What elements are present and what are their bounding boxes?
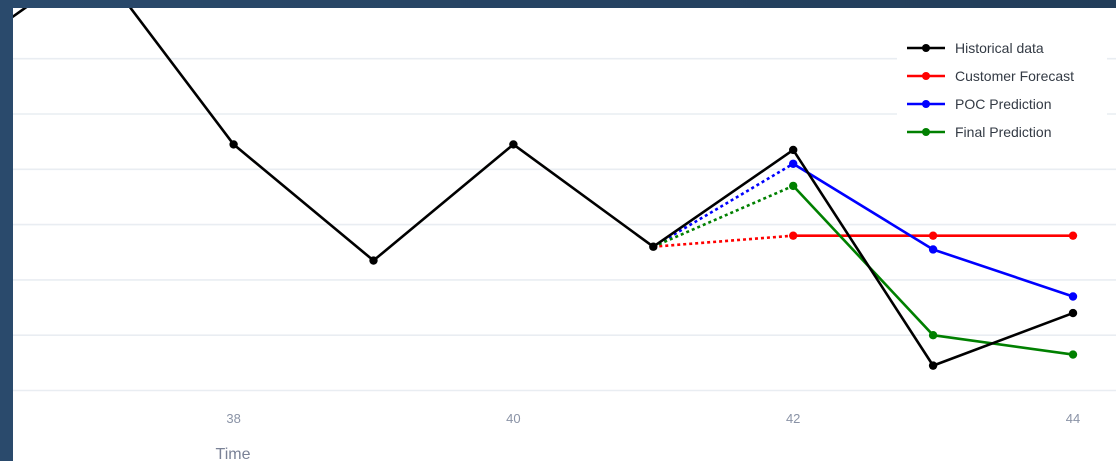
legend-swatch-marker xyxy=(922,128,930,136)
data-point-customer-forecast[interactable] xyxy=(1068,231,1078,240)
data-point-historical-data[interactable] xyxy=(509,140,518,149)
x-axis-ticks: 38 40 42 44 xyxy=(226,411,1080,426)
data-point-historical-data[interactable] xyxy=(229,140,238,149)
legend-background xyxy=(897,30,1107,154)
legend-item[interactable]: Historical data xyxy=(907,40,1044,56)
x-tick-label: 42 xyxy=(786,411,800,426)
dotted-connector-line xyxy=(652,162,794,248)
series-lines xyxy=(13,8,1078,370)
legend-label: POC Prediction xyxy=(955,96,1051,112)
legend-item[interactable]: Customer Forecast xyxy=(907,68,1074,84)
data-point-customer-forecast[interactable] xyxy=(928,231,938,240)
data-point-customer-forecast[interactable] xyxy=(789,231,798,240)
data-point-historical-data[interactable] xyxy=(649,242,658,251)
series-poc-prediction xyxy=(789,159,1078,301)
dotted-connector-line xyxy=(653,234,794,249)
legend-item[interactable]: Final Prediction xyxy=(907,124,1052,140)
legend-swatch-marker xyxy=(922,44,930,52)
line-chart: 38 40 42 44 Time Historical data Customer Fo… xyxy=(13,8,1116,461)
legend-swatch-marker xyxy=(922,100,930,108)
data-point-final-prediction[interactable] xyxy=(1068,350,1078,359)
data-point-historical-data[interactable] xyxy=(1068,308,1078,318)
legend-item[interactable]: POC Prediction xyxy=(907,96,1051,112)
x-tick-label: 38 xyxy=(226,411,240,426)
legend-label: Customer Forecast xyxy=(955,68,1074,84)
series-historical-data xyxy=(13,8,1078,370)
chart-panel: 38 40 42 44 Time Historical data Customer Fo… xyxy=(13,8,1116,461)
series-final-prediction xyxy=(789,181,1078,359)
data-point-poc-prediction[interactable] xyxy=(1068,292,1078,301)
dotted-connectors xyxy=(652,162,794,249)
x-tick-label: 44 xyxy=(1066,411,1080,426)
x-axis-title: Time xyxy=(216,446,251,461)
data-point-final-prediction[interactable] xyxy=(789,181,798,191)
gridlines xyxy=(13,57,1116,392)
series-customer-forecast xyxy=(789,231,1078,240)
data-point-historical-data[interactable] xyxy=(789,145,798,155)
data-point-historical-data[interactable] xyxy=(369,256,378,265)
data-point-poc-prediction[interactable] xyxy=(928,245,938,254)
x-tick-label: 40 xyxy=(506,411,520,426)
data-point-poc-prediction[interactable] xyxy=(789,159,798,168)
data-point-historical-data[interactable] xyxy=(928,361,938,370)
dotted-connector-line xyxy=(652,184,794,248)
legend[interactable]: Historical data Customer Forecast POC Pred… xyxy=(897,30,1107,154)
legend-swatch-marker xyxy=(922,72,930,80)
data-point-final-prediction[interactable] xyxy=(928,331,938,340)
legend-label: Final Prediction xyxy=(955,124,1052,140)
legend-label: Historical data xyxy=(955,40,1044,56)
